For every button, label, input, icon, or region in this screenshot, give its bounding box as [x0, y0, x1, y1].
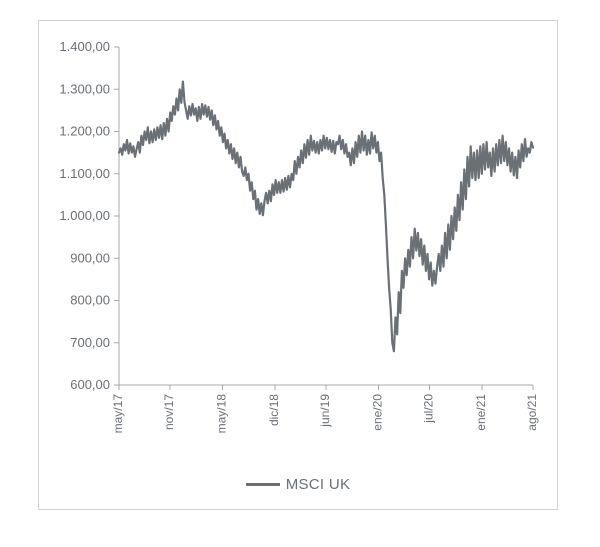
x-tick-label: jun/19 — [318, 394, 332, 428]
x-tick-label: may/17 — [111, 394, 125, 434]
line-chart-svg: 600,00700,00800,00900,001.000,001.100,00… — [111, 41, 539, 421]
chart-card: 600,00 700,00 800,00 900,00 1.000,00 1.100,00… — [38, 20, 558, 510]
y-tick-label: 600,00 — [70, 377, 110, 392]
x-tick-label: ene/20 — [371, 394, 385, 431]
series-line-msci-uk — [119, 82, 533, 352]
x-tick-label: ene/21 — [474, 394, 488, 431]
y-tick-label: 1.200,00 — [59, 124, 110, 139]
y-tick-label: 1.000,00 — [59, 208, 110, 223]
x-tick-label: ago/21 — [525, 394, 539, 431]
y-tick-label: 900,00 — [70, 250, 110, 265]
y-tick-label: 800,00 — [70, 293, 110, 308]
y-tick-label: 700,00 — [70, 335, 110, 350]
x-tick-label: dic/18 — [267, 394, 281, 426]
x-tick-label: may/18 — [215, 394, 229, 434]
y-tick-label: 1.400,00 — [59, 39, 110, 54]
legend: MSCI UK — [39, 476, 557, 493]
y-tick-label: 1.100,00 — [59, 166, 110, 181]
legend-swatch — [246, 483, 280, 486]
y-tick-label: 1.300,00 — [59, 81, 110, 96]
x-tick-label: jul/20 — [422, 394, 436, 424]
legend-label: MSCI UK — [286, 476, 351, 493]
plot-area: 600,00700,00800,00900,001.000,001.100,00… — [111, 41, 539, 421]
x-tick-label: nov/17 — [162, 394, 176, 430]
